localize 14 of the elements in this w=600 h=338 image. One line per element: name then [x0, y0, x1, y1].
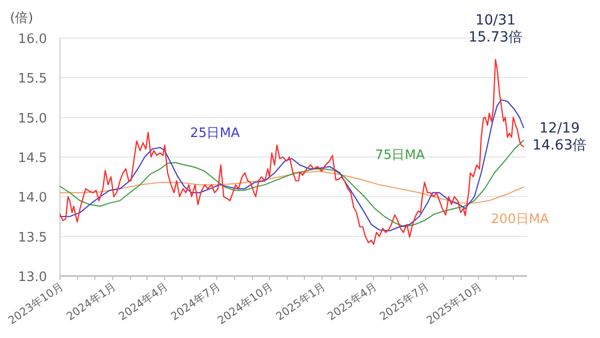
annotation: 10/31 15.73倍 — [468, 12, 523, 46]
annotation: 12/19 14.63倍 — [532, 120, 587, 154]
text: 75日MA — [375, 148, 425, 163]
line-series — [59, 170, 524, 204]
y-axis-title: (倍) — [10, 11, 34, 26]
y-tick-label: 15.5 — [18, 72, 47, 87]
y-tick-label: 13.5 — [18, 230, 47, 246]
y-tick-label: 16.0 — [18, 32, 47, 47]
y-tick-label: 14.5 — [18, 151, 47, 166]
y-tick-label: 14.0 — [18, 190, 47, 206]
text: 25日MA — [190, 126, 240, 141]
y-tick-label: 13.0 — [18, 270, 47, 285]
y-tick-label: 15.0 — [18, 111, 47, 126]
series-label: 200日MA — [491, 212, 550, 227]
